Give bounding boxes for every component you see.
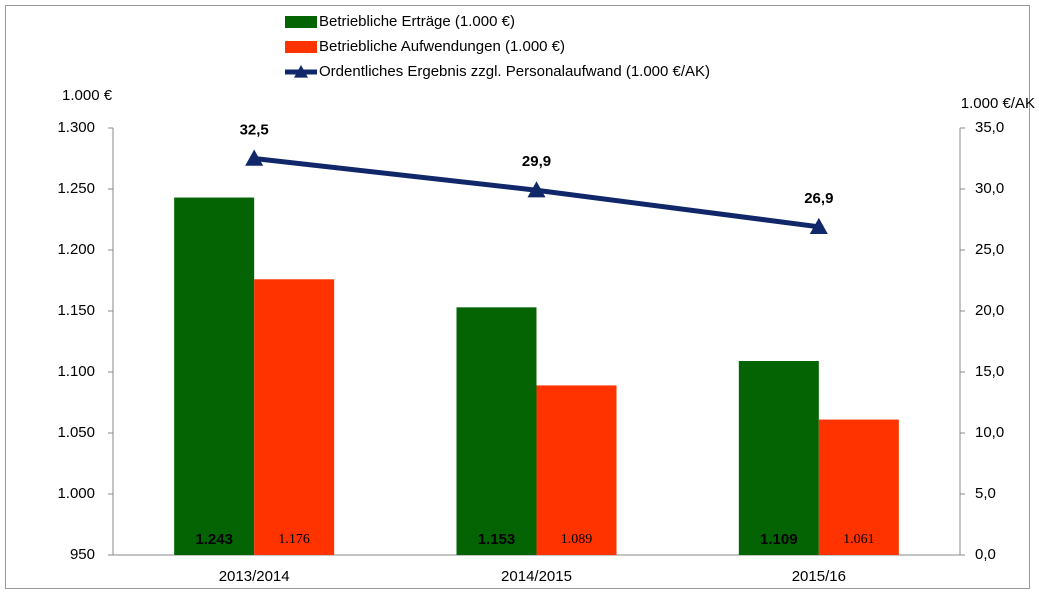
y-tick-label: 1.050 (57, 424, 95, 441)
y2-tick-label: 15,0 (975, 363, 1004, 380)
bar-value-label: 1.176 (278, 532, 310, 547)
bar-value-label: 1.153 (478, 531, 516, 548)
y-tick-label: 1.000 (57, 485, 95, 502)
bar (738, 361, 819, 555)
line-value-label: 32,5 (240, 121, 269, 138)
y-tick-label: 950 (70, 546, 95, 563)
y2-tick-label: 5,0 (975, 485, 996, 502)
y2-tick-label: 10,0 (975, 424, 1004, 441)
y2-tick-label: 35,0 (975, 119, 1004, 136)
line-value-label: 26,9 (804, 190, 833, 207)
y2-tick-label: 20,0 (975, 302, 1004, 319)
y-tick-label: 1.100 (57, 363, 95, 380)
y2-tick-label: 30,0 (975, 180, 1004, 197)
bar-value-label: 1.109 (760, 531, 798, 548)
legend-swatch (285, 41, 317, 53)
line-marker (245, 149, 264, 166)
y-tick-label: 1.300 (57, 119, 95, 136)
line-marker (809, 217, 828, 235)
line-value-label: 29,9 (522, 153, 551, 170)
bar-value-label: 1.089 (561, 532, 593, 547)
y2-tick-label: 0,0 (975, 546, 996, 563)
line-marker (527, 181, 546, 198)
y-tick-label: 1.200 (57, 241, 95, 258)
y2-tick-label: 25,0 (975, 241, 1004, 258)
y-tick-label: 1.150 (57, 302, 95, 319)
y2-axis-label: 1.000 €/AK (961, 95, 1035, 112)
legend-label: Betriebliche Erträge (1.000 €) (319, 13, 515, 30)
bar (536, 385, 617, 555)
legend-swatch (285, 16, 317, 28)
y-axis-label: 1.000 € (62, 87, 113, 104)
bar (456, 307, 537, 555)
bar (254, 279, 335, 555)
y-tick-label: 1.250 (57, 180, 95, 197)
x-tick-label: 2013/2014 (219, 568, 290, 585)
bar (818, 419, 899, 555)
x-tick-label: 2015/16 (792, 568, 846, 585)
legend-label: Ordentliches Ergebnis zzgl. Personalaufw… (319, 63, 710, 80)
bar-value-label: 1.061 (843, 532, 875, 547)
bar (174, 197, 255, 556)
bar-value-label: 1.243 (195, 531, 233, 548)
legend-marker (294, 65, 308, 78)
x-tick-label: 2014/2015 (501, 568, 572, 585)
legend-label: Betriebliche Aufwendungen (1.000 €) (319, 38, 565, 55)
